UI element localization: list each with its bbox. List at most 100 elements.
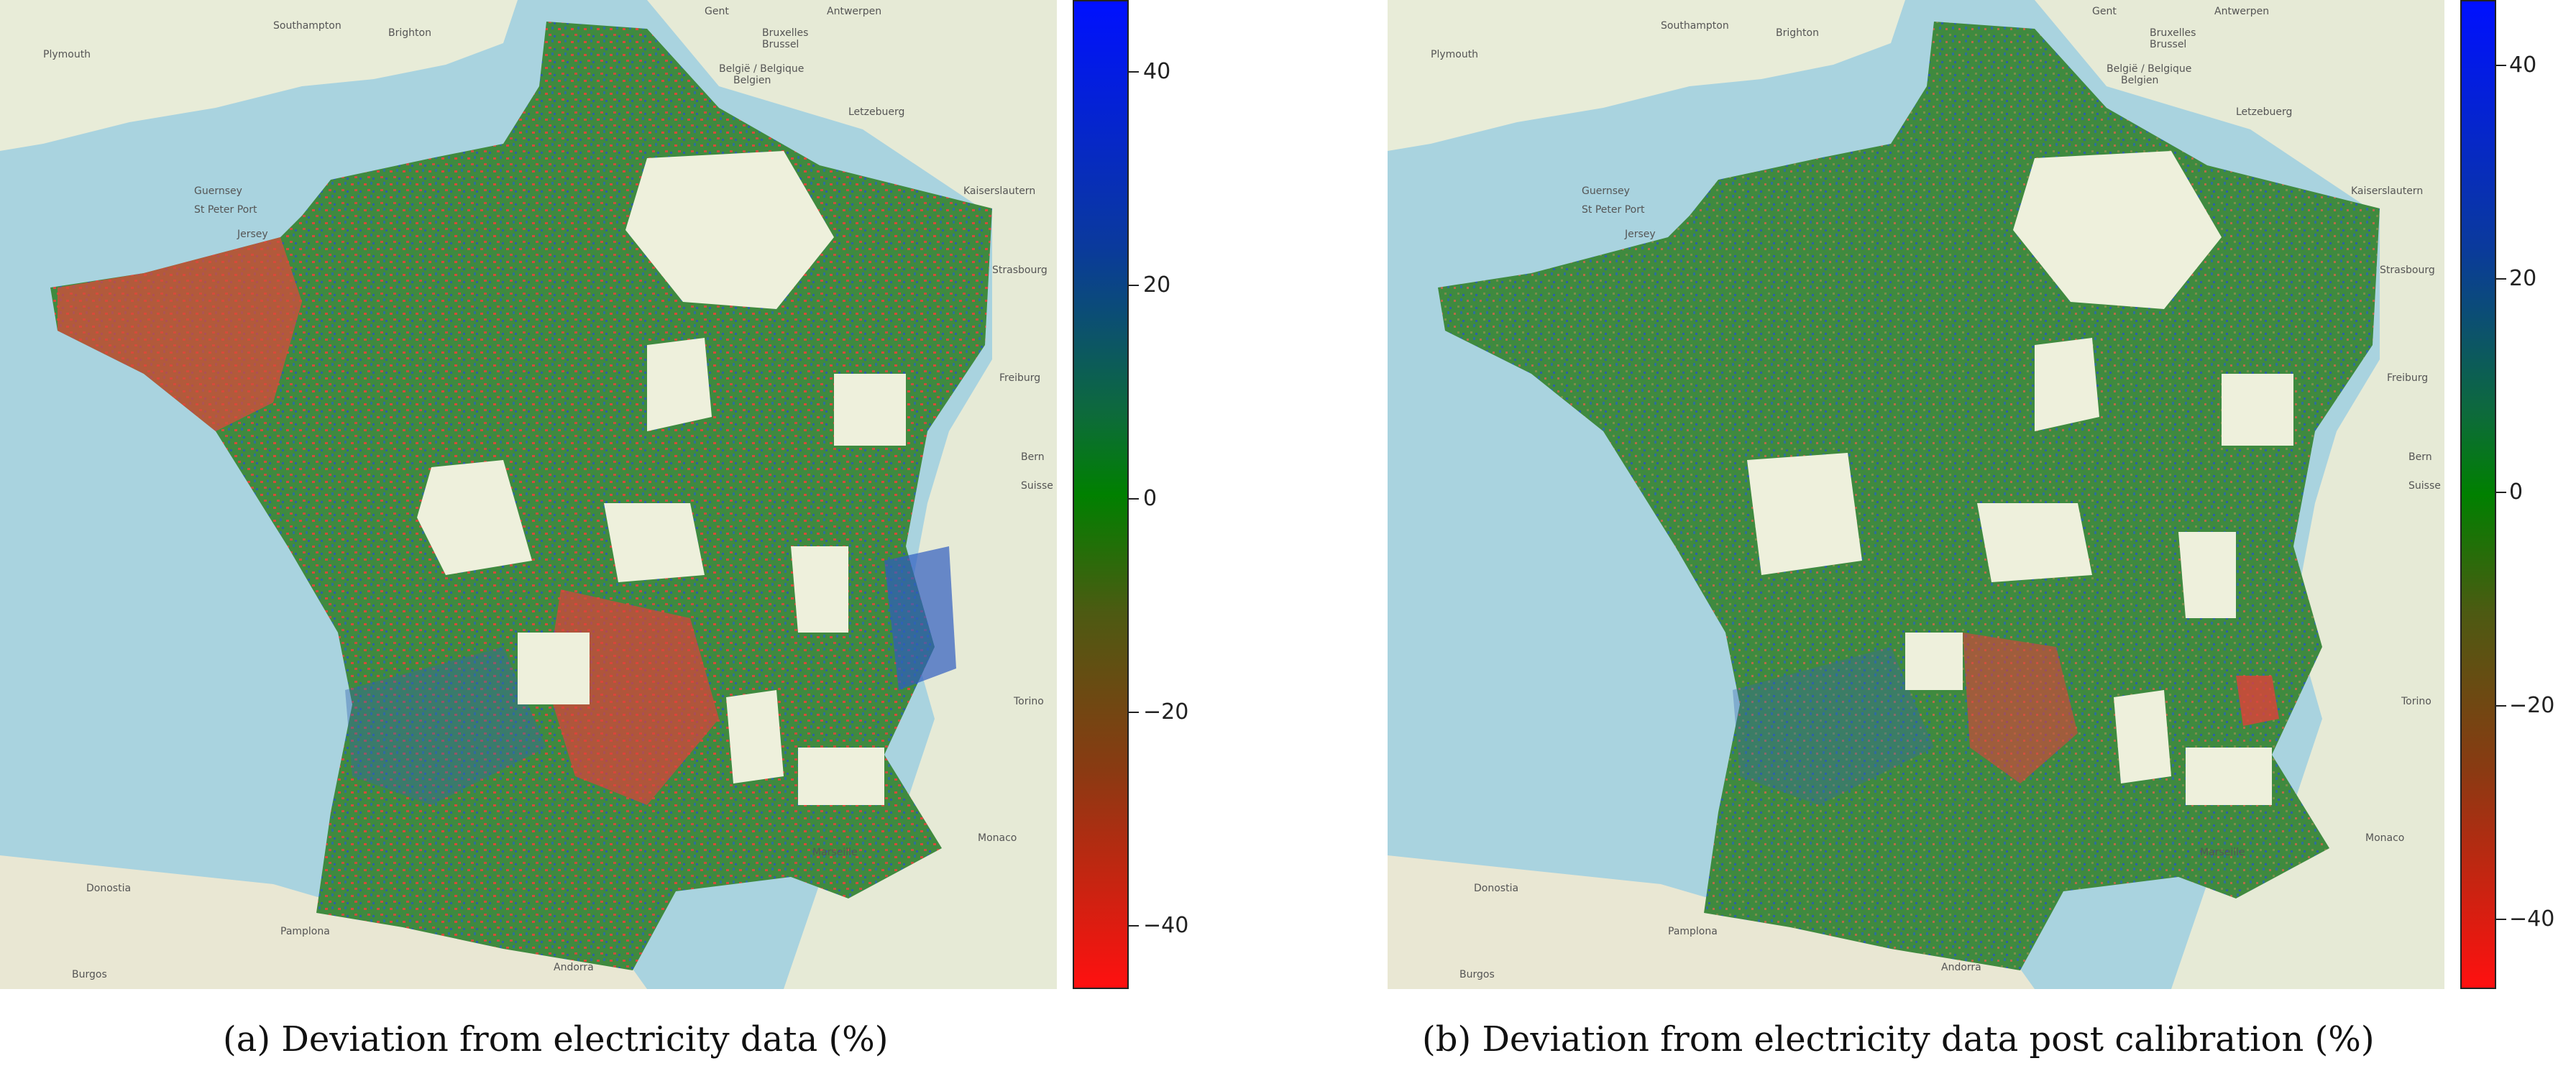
gap-3 <box>647 338 712 431</box>
gap-9 <box>798 748 884 805</box>
land-east <box>2035 0 2444 989</box>
map-label: Belgien <box>733 75 771 86</box>
colorbar-tick-label: −40 <box>2509 906 2555 932</box>
colorbar-tick <box>2496 705 2506 707</box>
colorbar-tick-label: 40 <box>2509 52 2537 78</box>
map-label: Marseille <box>2200 847 2245 858</box>
map-label: Monaco <box>2365 832 2404 844</box>
map-label: Marseille <box>812 847 858 858</box>
colorbar-tick-label: −20 <box>2509 693 2555 718</box>
colorbar-tick-label: 40 <box>1143 59 1171 84</box>
map-label: Letzebuerg <box>2236 106 2292 118</box>
map-label: Gent <box>2092 6 2117 17</box>
map-label: Guernsey <box>194 185 242 197</box>
france-a <box>50 22 992 970</box>
map-label: Brussel <box>762 39 799 50</box>
map-label: Suisse <box>2408 480 2441 492</box>
blue-zone-aquitaine <box>345 647 546 805</box>
map-label: Gent <box>705 6 729 17</box>
map-label: Bruxelles <box>2150 27 2196 39</box>
colorbar-tick <box>1129 71 1139 73</box>
gap-6 <box>791 546 848 633</box>
map-label: Pamplona <box>1668 926 1718 937</box>
gap-1 <box>625 151 834 309</box>
caption-b: (b) Deviation from electricity data post… <box>1422 1019 2375 1059</box>
map-label: Kaiserslautern <box>2351 185 2423 197</box>
gap-8 <box>518 633 590 704</box>
map-label: Suisse <box>1021 480 1053 492</box>
gap-1 <box>2013 151 2222 309</box>
map-label: Antwerpen <box>827 6 881 17</box>
blue-zone-aquitaine <box>1733 647 1934 805</box>
map-label: Plymouth <box>1431 49 1478 60</box>
colorbar-tick-label: 0 <box>2509 479 2524 505</box>
map-b-svg: Plymouth Southampton Brighton Gent Bruxe… <box>1388 0 2444 989</box>
map-label: Strasbourg <box>992 265 1048 276</box>
panel-b: Plymouth Southampton Brighton Gent Bruxe… <box>1388 0 2576 1071</box>
gap-4 <box>604 503 705 582</box>
map-label: Torino <box>1013 696 1044 707</box>
colorbar-tick-label: 0 <box>1143 486 1158 511</box>
land-east <box>647 0 1057 989</box>
land-spain <box>0 855 647 989</box>
map-label: Strasbourg <box>2380 265 2435 276</box>
map-label: Guernsey <box>1582 185 1630 197</box>
france-b <box>1438 22 2380 970</box>
map-a-svg: Plymouth Southampton Brighton Gent Bruxe… <box>0 0 1057 989</box>
colorbar-b <box>2460 0 2496 989</box>
map-label: Donostia <box>1474 883 1518 894</box>
gap-8 <box>1905 633 1963 690</box>
colorbar-tick <box>2496 278 2506 280</box>
map-label: Andorra <box>1941 962 1981 973</box>
gap-5 <box>726 690 784 783</box>
map-label: België / Belgique <box>719 63 804 75</box>
panel-a: Plymouth Southampton Brighton Gent Bruxe… <box>0 0 1188 1071</box>
red-zone-brittany <box>58 237 302 431</box>
colorbar-tick-label: −40 <box>1143 913 1189 938</box>
map-label: Plymouth <box>43 49 91 60</box>
colorbar-tick <box>2496 919 2506 920</box>
map-label: België / Belgique <box>2107 63 2191 75</box>
map-label: Brighton <box>1776 27 1819 39</box>
gap-7 <box>834 374 906 446</box>
map-a: Plymouth Southampton Brighton Gent Bruxe… <box>0 0 1057 989</box>
land-england <box>1388 0 1905 151</box>
red-zone-massif <box>1963 633 2078 783</box>
map-label: Belgien <box>2121 75 2158 86</box>
red-zone-alps <box>2236 676 2279 726</box>
map-label: Freiburg <box>999 372 1040 384</box>
gap-3 <box>2035 338 2099 431</box>
map-label: Bern <box>1021 451 1045 463</box>
colorbar-tick <box>1129 498 1139 500</box>
map-label: Pamplona <box>280 926 330 937</box>
gap-7 <box>2222 374 2293 446</box>
map-label: Monaco <box>978 832 1017 844</box>
map-label: Burgos <box>1459 969 1495 980</box>
colorbar-a <box>1073 0 1129 989</box>
gap-9 <box>2186 748 2272 805</box>
map-label: Burgos <box>72 969 107 980</box>
gap-4 <box>1977 503 2092 582</box>
map-label: Jersey <box>1624 229 1656 240</box>
colorbar-tick <box>1129 925 1139 927</box>
map-label: St Peter Port <box>194 204 257 216</box>
map-label: Bruxelles <box>762 27 808 39</box>
map-label: Freiburg <box>2387 372 2428 384</box>
map-label: Bern <box>2408 451 2432 463</box>
land-spain <box>1388 855 2035 989</box>
colorbar-tick <box>1129 712 1139 713</box>
map-label: Antwerpen <box>2214 6 2269 17</box>
blue-zone-alps <box>884 546 956 690</box>
map-label: Letzebuerg <box>848 106 904 118</box>
map-label: Donostia <box>86 883 131 894</box>
map-label: Torino <box>2401 696 2431 707</box>
map-label: Jersey <box>237 229 268 240</box>
colorbar-tick-label: 20 <box>2509 266 2537 291</box>
gap-5 <box>2114 690 2171 783</box>
map-label: Brussel <box>2150 39 2186 50</box>
map-label: Andorra <box>554 962 594 973</box>
map-label: Kaiserslautern <box>963 185 1035 197</box>
colorbar-tick-label: −20 <box>1143 699 1189 725</box>
gap-6 <box>2178 532 2236 618</box>
map-b: Plymouth Southampton Brighton Gent Bruxe… <box>1388 0 2444 989</box>
